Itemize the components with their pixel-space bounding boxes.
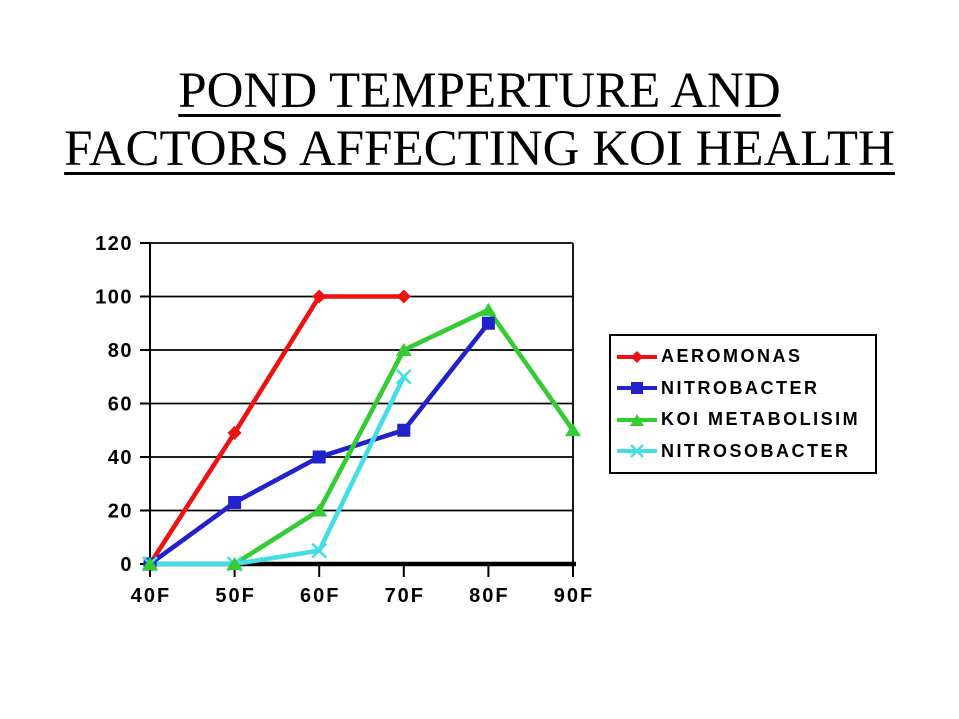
legend-label-aeromonas: AEROMONAS — [661, 346, 803, 367]
y-tick-label: 20 — [108, 501, 133, 523]
series-marker-nitrosobacter — [311, 542, 328, 559]
series-marker-nitrobacter — [397, 423, 411, 437]
x-tick-label: 70F — [385, 585, 425, 607]
legend-label-nitrosobacter: NITROSOBACTER — [661, 440, 851, 461]
legend-item-nitrosobacter: NITROSOBACTER — [616, 440, 875, 462]
legend-item-aeromonas: AEROMONAS — [616, 346, 875, 368]
x-tick-label: 60F — [300, 585, 340, 607]
slide-title: POND TEMPERTURE AND FACTORS AFFECTING KO… — [0, 62, 959, 178]
series-marker-aeromonas — [396, 289, 411, 304]
legend-item-koi-metabolisim: KOI METABOLISIM — [616, 409, 875, 431]
x-tick-label: 80F — [469, 585, 509, 607]
x-tick-label: 90F — [554, 585, 594, 607]
series-marker-koi-metabolisim — [480, 302, 497, 316]
legend-marker-square-icon — [617, 382, 657, 395]
series-line-koi-metabolisim — [150, 306, 575, 567]
legend-label-koi-metabolisim: KOI METABOLISIM — [661, 409, 861, 430]
y-tick-label: 40 — [108, 447, 133, 469]
series-marker-nitrobacter — [228, 495, 242, 509]
series-marker-koi-metabolisim — [142, 557, 158, 570]
chart-legend: AEROMONAS NITROBACTER KOI METABOLISIM NITRO… — [609, 334, 877, 474]
series-marker-nitrobacter — [312, 450, 326, 464]
y-tick-label: 100 — [95, 287, 133, 309]
legend-marker-x-icon — [617, 444, 657, 459]
series-line-nitrosobacter — [150, 375, 406, 567]
y-tick-label: 0 — [120, 554, 133, 576]
x-tick-label: 40F — [131, 585, 171, 607]
series-marker-koi-metabolisim — [395, 343, 412, 356]
series-marker-nitrobacter — [481, 316, 495, 330]
series-marker-aeromonas — [227, 425, 242, 440]
series-line-nitrobacter — [148, 321, 491, 566]
series-line-aeromonas — [148, 294, 404, 566]
series-marker-nitrosobacter — [395, 368, 412, 385]
y-tick-label: 60 — [108, 394, 133, 416]
series-marker-koi-metabolisim — [311, 503, 328, 517]
slide-title-line-1: POND TEMPERTURE AND — [178, 63, 781, 119]
series-marker-aeromonas — [312, 289, 327, 304]
legend-marker-triangle-icon — [617, 413, 657, 426]
legend-label-nitrobacter: NITROBACTER — [661, 377, 820, 398]
y-tick-label: 120 — [95, 233, 133, 255]
y-tick-label: 80 — [108, 340, 133, 362]
legend-item-nitrobacter: NITROBACTER — [616, 377, 875, 399]
legend-marker-diamond-icon — [617, 350, 657, 363]
slide-title-line-2: FACTORS AFFECTING KOI HEALTH — [64, 121, 895, 177]
series-marker-koi-metabolisim — [565, 423, 581, 437]
series-marker-koi-metabolisim — [226, 557, 243, 570]
x-tick-label: 50F — [215, 585, 255, 607]
